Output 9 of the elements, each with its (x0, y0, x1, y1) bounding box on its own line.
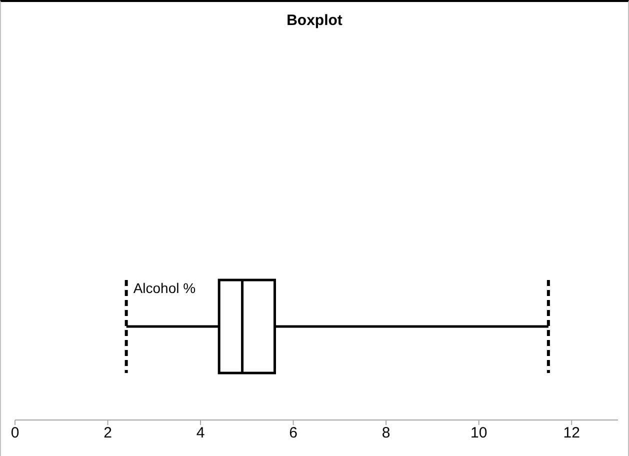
x-tick-label: 6 (289, 424, 298, 442)
chart-title: Boxplot (286, 12, 344, 29)
annotation: Alcohol % (133, 280, 196, 296)
x-tick-label: 4 (196, 424, 205, 442)
x-tick-label: 8 (382, 424, 390, 442)
x-tick-label: 0 (10, 424, 20, 442)
x-tick-label: 2 (104, 424, 112, 442)
x-tick-label: 10 (470, 424, 488, 442)
x-tick-label: 12 (563, 424, 580, 442)
